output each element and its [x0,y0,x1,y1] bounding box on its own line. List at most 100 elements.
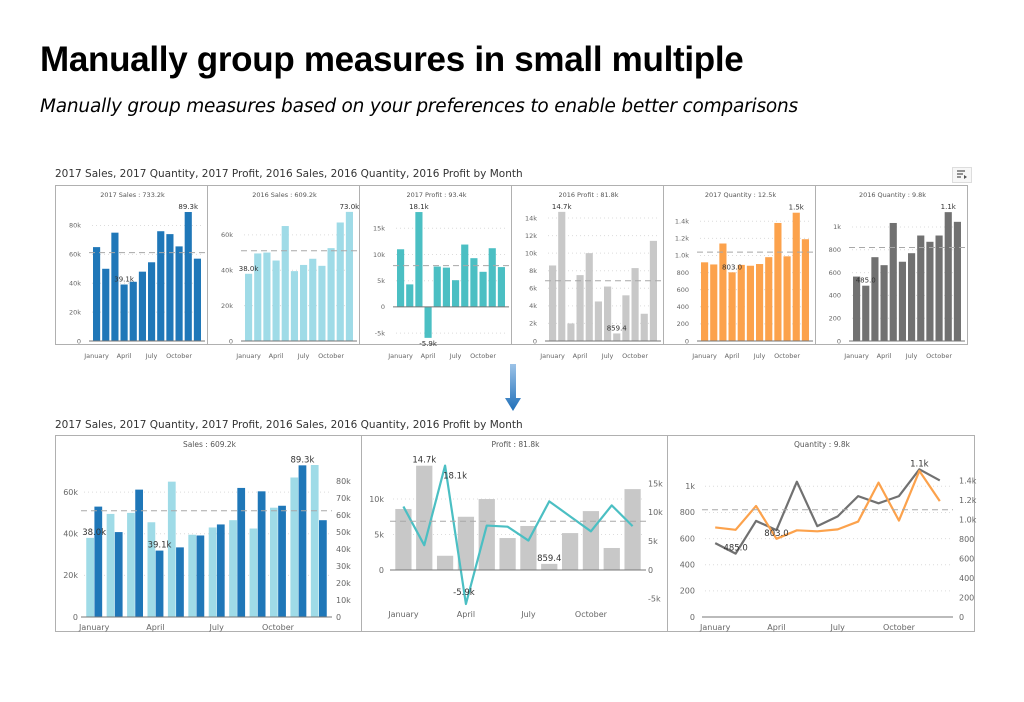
series-line [715,469,941,540]
y-tick-label: 1.0k [675,252,689,260]
y-tick-label: 0 [73,613,78,622]
y-tick-label: 8k [529,267,537,275]
x-tick-label: April [117,352,132,360]
chart-header: 2017 Profit : 93.4k [406,191,466,199]
chart-svg: Quantity : 9.8k 0 200 400 600 800 1k 0 200 400 600… [680,440,977,632]
x-tick-label: October [926,352,952,360]
y-tick-label: 40k [69,279,81,287]
y-tick-label: 600 [829,269,841,277]
x-tick-label: July [905,352,918,360]
bar [649,240,657,341]
x-tick-label: July [601,352,614,360]
x-tick-label: July [297,352,310,360]
bar [561,533,579,570]
y-tick-label: 1k [685,482,695,491]
bar [102,268,110,341]
bar [436,555,454,570]
chart-panel[interactable]: Sales : 609.2k 0 20k 40k 60k 0 10k 20k 30k 40k 50k… [55,435,362,632]
chart-panel[interactable]: 2016 Sales : 609.2k 0 20k 40k 60k 73.0k 38.0k J… [207,185,360,360]
chart-panel[interactable]: 2017 Profit : 93.4k -5k 0 5k 10k 15k 18.1k -5.9… [359,185,512,360]
bar [281,226,289,341]
data-label: 1.5k [789,204,805,212]
chart-panel[interactable]: 2016 Profit : 81.8k 0 2k 4k 6k 8k 10k 12k 14k 14.… [511,185,664,360]
bar [728,272,736,341]
bar [263,252,271,341]
bar [889,222,897,341]
y-tick-label: 60k [69,251,81,259]
data-label: -5.9k [419,340,438,348]
x-tick-label: January [387,610,419,619]
chart-header: 2016 Profit : 81.8k [558,191,618,199]
bar [155,550,164,617]
bar [908,253,916,341]
bar [147,522,156,617]
focus-mode-icon[interactable] [952,167,972,183]
bar [257,491,266,617]
y-tick-label: 2k [529,320,537,328]
x-tick-label: October [166,352,192,360]
bar [298,465,307,617]
data-label: 38.0k [82,528,106,538]
bar [737,264,745,341]
y-tick-label: 20k [63,571,78,580]
chart-panel[interactable]: 2017 Sales : 733.2k 0 20k 40k 60k 80k 89.3k 39.… [55,185,208,360]
bar [871,257,879,341]
bar [111,232,119,341]
y-tick-label: 0 [648,566,653,575]
x-tick-label: January [539,352,565,360]
chart-panel[interactable]: 2017 Quantity : 12.5k 0 200 400 600 800 1.0k 1.… [663,185,816,360]
bar [604,286,612,341]
chart-svg: 2016 Profit : 81.8k 0 2k 4k 6k 8k 10k 12k 14k 14.… [525,191,661,360]
bar [774,222,782,341]
bar [746,265,754,341]
chart-panel[interactable]: Quantity : 9.8k 0 200 400 600 800 1k 0 200 400 600… [667,435,977,632]
y-tick-label: 50k [336,528,351,537]
y-tick-label: 5k [374,530,384,539]
bar [452,280,460,307]
chart-header: Sales : 609.2k [183,440,237,449]
chart-svg: 2016 Sales : 609.2k 0 20k 40k 60k 73.0k 38.0k J… [221,191,361,360]
bar [765,257,773,341]
bar [176,547,184,617]
x-tick-label: January [843,352,869,360]
y-tick-label: 80k [336,477,351,486]
chart-svg: 2017 Sales : 733.2k 0 20k 40k 60k 80k 89.3k 39.… [69,191,205,360]
data-label: 859.4 [537,554,561,564]
data-label: 73.0k [340,203,361,211]
chart-header: 2016 Quantity : 9.8k [859,191,926,199]
data-label: 485.0 [856,277,876,285]
x-tick-label: July [520,610,536,619]
x-tick-label: July [449,352,462,360]
bar [127,512,135,617]
chart-header: 2016 Sales : 609.2k [252,191,317,199]
chart-svg: Profit : 81.8k 0 5k 10k -5k 0 5k 10k 15k 14.7k 18.… [369,440,663,619]
bar [175,246,183,341]
data-label: 485.0 [723,544,747,554]
x-tick-label: January [387,352,413,360]
chart-panel[interactable]: Profit : 81.8k 0 5k 10k -5k 0 5k 10k 15k 14.7k 18.… [361,435,668,632]
bar [208,527,217,617]
bar [216,524,225,617]
chart-panel[interactable]: 2016 Quantity : 9.8k 0 200 400 600 800 1k 1.1k 4… [815,185,968,360]
bar [290,271,298,341]
bar [114,532,123,617]
bar [640,313,648,341]
series-line [714,468,941,555]
bar [926,241,934,341]
y-tick-label: 60k [221,231,233,239]
x-tick-label: July [753,352,766,360]
bar [935,235,943,341]
y-tick-label: 1.0k [959,515,977,524]
data-label: 18.1k [443,472,467,482]
bar [442,267,450,307]
bar [309,258,317,341]
y-tick-label: 200 [829,314,841,322]
bar [479,271,487,307]
bar [470,258,478,307]
bar [497,267,505,307]
bar [166,234,174,341]
data-label: 38.0k [239,265,260,273]
y-tick-label: 0 [77,337,81,345]
data-label: -5.9k [453,588,475,598]
bar [138,271,146,341]
